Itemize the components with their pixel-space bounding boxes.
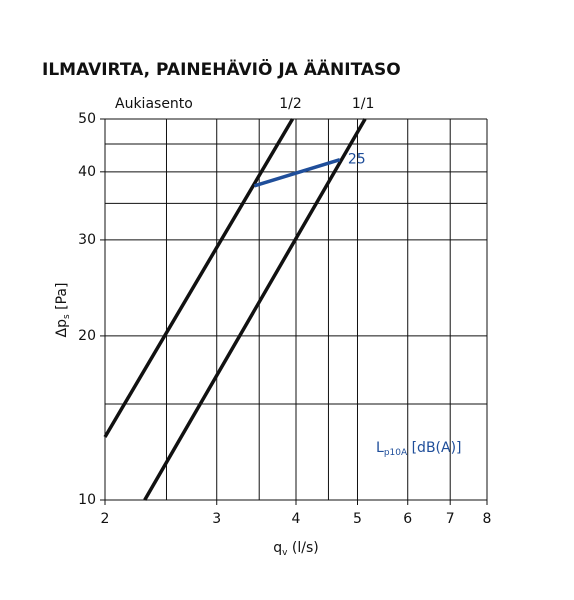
y-tick-label: 20 xyxy=(78,328,96,344)
x-tick-label: 8 xyxy=(483,511,492,527)
chart-title: ILMAVIRTA, PAINEHÄVIÖ JA ÄÄNITASO xyxy=(42,58,401,80)
y-tick-label: 10 xyxy=(78,492,96,508)
y-tick-label: 50 xyxy=(78,111,96,127)
series-line xyxy=(103,118,295,438)
x-axis-label: qv (l/s) xyxy=(273,540,319,558)
x-label-rest: (l/s) xyxy=(287,540,318,556)
subtitle: Aukiasento xyxy=(115,96,193,112)
x-tick-label: 5 xyxy=(353,511,362,527)
y-label-main: Δp xyxy=(54,319,70,338)
x-tick-label: 7 xyxy=(446,511,455,527)
y-axis-label: Δps [Pa] xyxy=(54,283,72,338)
series-label: 25 xyxy=(348,152,366,168)
annotation-rest: [dB(A)] xyxy=(407,440,461,456)
series-label: 1/1 xyxy=(352,96,375,112)
x-tick-label: 4 xyxy=(292,511,301,527)
x-tick-label: 3 xyxy=(212,511,221,527)
annotation-main: L xyxy=(376,440,384,456)
series-line xyxy=(143,118,367,501)
y-tick-label: 30 xyxy=(78,232,96,248)
x-label-sub: v xyxy=(282,548,288,558)
series-label: 1/2 xyxy=(279,96,302,112)
x-label-main: q xyxy=(273,540,282,556)
y-label-rest: [Pa] xyxy=(54,283,70,315)
x-tick-label: 2 xyxy=(101,511,110,527)
series-line xyxy=(253,158,341,188)
x-tick-label: 6 xyxy=(403,511,412,527)
annotation: Lp10A [dB(A)] xyxy=(376,440,462,458)
y-label-sub: s xyxy=(62,314,72,319)
annotation-sub: p10A xyxy=(384,448,408,458)
y-tick-label: 40 xyxy=(78,164,96,180)
